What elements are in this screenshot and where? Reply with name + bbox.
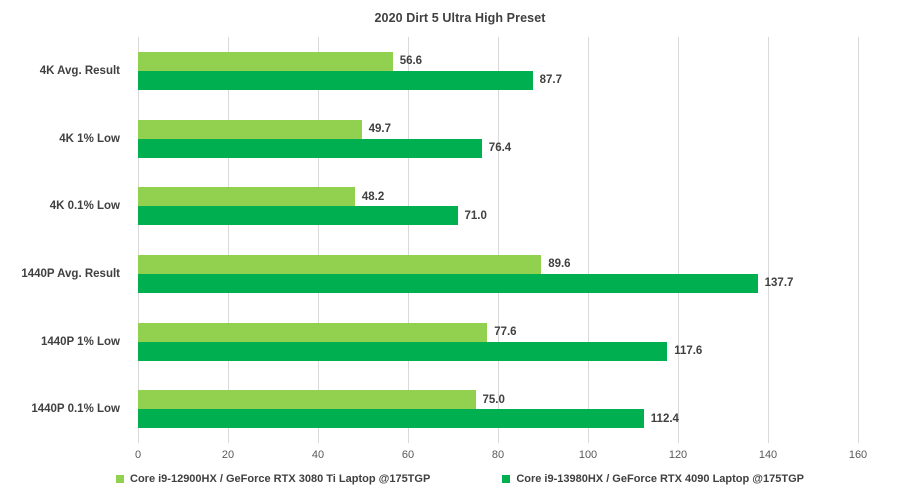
bar-group: 77.6 117.6 [138,308,858,376]
bar-value-label: 48.2 [361,190,385,203]
bar-group: 89.6 137.7 [138,240,858,308]
category-label: 4K Avg. Result [39,64,120,77]
bar-row: 49.7 [138,119,858,139]
bar-series2 [138,206,458,226]
chart-title: 2020 Dirt 5 Ultra High Preset [374,11,546,25]
bar-value-label: 56.6 [399,55,423,68]
bar-series2 [138,273,758,293]
bar-value-label: 76.4 [488,142,512,154]
bar-value-label: 49.7 [368,123,392,135]
category-label: 1440P 0.1% Low [31,403,120,416]
legend-swatch-icon [502,475,511,483]
legend-swatch-icon [116,475,124,483]
gridline [587,37,589,443]
bar-row: 77.6 [138,322,858,342]
gridline [767,37,769,443]
legend-label: Core i9-13980HX / GeForce RTX 4090 Lapto… [516,473,804,485]
bar-row: 48.2 [138,187,858,207]
bar-series1 [138,119,362,139]
legend: Core i9-12900HX / GeForce RTX 3080 Ti La… [0,473,920,485]
gridline [677,37,679,443]
x-axis-tick-label: 160 [848,449,868,461]
bar-row: 71.0 [138,206,858,226]
bar-row: 76.4 [138,138,858,158]
gridline [857,37,859,443]
x-axis-tick-label: 40 [311,449,325,461]
bar-row: 117.6 [138,341,858,361]
category-label: 4K 0.1% Low [49,200,120,213]
bar-value-label: 77.6 [494,326,517,339]
x-axis: 0 20 40 60 80 100 120 140 160 [134,449,867,463]
category-label: 1440P Avg. Result [21,267,120,280]
bar-series2 [138,341,668,361]
x-axis-tick-label: 60 [401,449,415,461]
bar-row: 89.6 [138,254,858,274]
bar-group: 56.6 87.7 [138,37,858,105]
legend-item: Core i9-12900HX / GeForce RTX 3080 Ti La… [116,473,430,485]
bar-series1 [138,254,542,274]
gridline [497,37,499,443]
bar-series1 [138,390,476,410]
gridlines [137,37,859,443]
x-axis-tick-label: 140 [758,449,778,461]
x-axis-tick-label: 80 [491,449,505,461]
bar-value-label: 137.7 [764,277,794,290]
bar-series1 [138,187,355,207]
x-axis-tick-label: 20 [221,449,235,461]
bar-group: 48.2 71.0 [138,172,858,240]
bar-value-label: 71.0 [464,209,487,222]
gridline [317,37,319,443]
bar-series1 [138,51,393,71]
bar-value-label: 89.6 [548,258,571,271]
bar-row: 137.7 [138,273,858,293]
bar-row: 56.6 [138,51,858,71]
category-label: 1440P 1% Low [40,335,120,348]
gridline [227,37,229,443]
bar-value-label: 87.7 [539,74,563,87]
x-axis-tick-label: 120 [668,449,688,461]
bar-row: 75.0 [138,390,858,410]
bar-series1 [138,322,488,342]
bar-series2 [138,138,482,158]
gridline [407,37,409,443]
plot-area: 56.6 87.7 49.7 76.4 48.2 71.0 89.6 137.7 77.6 117… [137,37,859,443]
legend-label: Core i9-12900HX / GeForce RTX 3080 Ti La… [130,473,431,485]
legend-item: Core i9-13980HX / GeForce RTX 4090 Lapto… [502,473,804,485]
bar-series2 [138,70,533,90]
bar-groups: 56.6 87.7 49.7 76.4 48.2 71.0 89.6 137.7 77.6 117… [138,37,858,443]
bar-group: 49.7 76.4 [138,105,858,173]
bar-value-label: 112.4 [650,412,679,425]
gridline [137,37,139,443]
bar-value-label: 117.6 [674,345,703,358]
bar-row: 112.4 [138,409,858,429]
x-axis-tick-label: 100 [578,449,598,461]
bar-value-label: 75.0 [482,393,505,406]
bar-group: 75.0 112.4 [138,375,858,443]
bar-row: 87.7 [138,70,858,90]
y-axis-labels: 4K Avg. Result 4K 1% Low 4K 0.1% Low 1440P … [0,37,130,443]
bar-series2 [138,409,644,429]
x-axis-tick-label: 0 [134,449,142,461]
category-label: 4K 1% Low [59,132,120,145]
